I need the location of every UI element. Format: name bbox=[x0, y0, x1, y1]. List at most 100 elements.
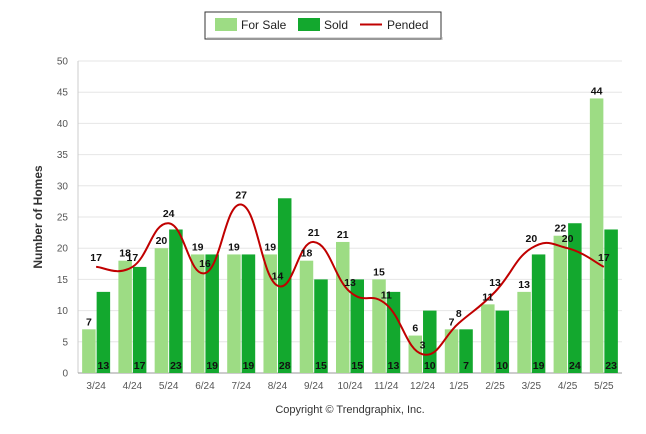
sold-value-label: 23 bbox=[605, 360, 617, 372]
pended-value-label: 17 bbox=[90, 252, 102, 264]
for-sale-value-label: 15 bbox=[373, 266, 385, 278]
pended-value-label: 13 bbox=[344, 277, 356, 289]
sold-value-label: 19 bbox=[533, 360, 545, 372]
for-sale-value-label: 19 bbox=[264, 241, 276, 253]
bar-for-sale bbox=[118, 260, 132, 373]
x-tick-label: 7/24 bbox=[231, 381, 251, 392]
for-sale-value-label: 18 bbox=[119, 248, 131, 260]
sold-value-label: 17 bbox=[134, 360, 146, 372]
y-tick-label: 20 bbox=[57, 244, 69, 255]
y-tick-label: 10 bbox=[57, 306, 69, 317]
bar-for-sale bbox=[227, 254, 241, 373]
bar-for-sale bbox=[553, 235, 568, 373]
for-sale-value-label: 22 bbox=[555, 223, 567, 235]
pended-value-label: 20 bbox=[562, 233, 574, 245]
for-sale-value-label: 20 bbox=[156, 235, 168, 247]
y-tick-label: 0 bbox=[62, 369, 68, 380]
legend-box bbox=[204, 11, 442, 40]
x-tick-label: 9/24 bbox=[304, 381, 324, 392]
bar-for-sale bbox=[190, 254, 205, 373]
sold-value-label: 10 bbox=[496, 360, 508, 372]
bar-for-sale bbox=[154, 248, 169, 373]
y-axis-title: Number of Homes bbox=[31, 165, 45, 269]
bar-sold bbox=[169, 229, 183, 373]
for-sale-value-label: 19 bbox=[228, 241, 240, 253]
pended-value-label: 13 bbox=[489, 277, 501, 289]
bar-for-sale bbox=[336, 241, 350, 373]
bar-sold bbox=[459, 329, 473, 373]
bar-sold bbox=[205, 254, 219, 373]
y-tick-label: 30 bbox=[57, 181, 69, 192]
bar-for-sale bbox=[82, 329, 96, 373]
y-tick-label: 45 bbox=[57, 88, 69, 99]
x-tick-label: 12/24 bbox=[410, 381, 435, 392]
for-sale-value-label: 7 bbox=[449, 316, 455, 328]
bar-for-sale bbox=[299, 260, 314, 373]
sold-value-label: 13 bbox=[98, 360, 110, 372]
x-tick-label: 1/25 bbox=[449, 381, 469, 392]
bar-for-sale bbox=[517, 291, 531, 373]
pended-value-label: 24 bbox=[163, 208, 175, 220]
bar-sold bbox=[241, 254, 256, 373]
bar-sold bbox=[132, 266, 147, 373]
pended-value-label: 3 bbox=[420, 339, 426, 351]
y-tick-label: 15 bbox=[57, 275, 69, 286]
x-tick-label: 11/24 bbox=[374, 381, 399, 392]
y-tick-label: 40 bbox=[57, 119, 69, 130]
bar-sold bbox=[495, 310, 510, 373]
bar-for-sale bbox=[372, 279, 386, 373]
sold-value-label: 15 bbox=[315, 360, 327, 372]
x-axis: 3/24 4/24 5/24 6/24 7/24 8/24 9/24 10/24 11/24 12… bbox=[86, 381, 614, 392]
bar-for-sale bbox=[481, 304, 495, 373]
legend-label-pended: Pended bbox=[387, 18, 428, 32]
pended-value-label: 27 bbox=[235, 190, 247, 202]
x-tick-label: 3/25 bbox=[522, 381, 542, 392]
pended-value-label: 20 bbox=[525, 233, 537, 245]
x-tick-label: 4/25 bbox=[558, 381, 578, 392]
bar-for-sale bbox=[263, 254, 277, 373]
sold-value-label: 23 bbox=[170, 360, 182, 372]
sold-value-label: 19 bbox=[243, 360, 255, 372]
pended-value-label: 16 bbox=[199, 258, 211, 270]
bar-sold bbox=[531, 254, 546, 373]
x-tick-label: 3/24 bbox=[86, 381, 106, 392]
sold-value-label: 28 bbox=[279, 360, 291, 372]
x-tick-label: 2/25 bbox=[485, 381, 505, 392]
legend-swatch-sold bbox=[298, 18, 320, 31]
legend-swatch-for-sale bbox=[215, 18, 237, 31]
sold-value-label: 10 bbox=[424, 360, 436, 372]
legend-label-sold: Sold bbox=[324, 18, 348, 32]
bar-sold bbox=[96, 291, 111, 373]
pended-value-label: 14 bbox=[272, 271, 284, 283]
legend-label-for-sale: For Sale bbox=[241, 18, 287, 32]
for-sale-value-label: 7 bbox=[86, 316, 92, 328]
sold-value-label: 15 bbox=[351, 360, 363, 372]
x-tick-label: 5/25 bbox=[594, 381, 614, 392]
for-sale-value-label: 13 bbox=[518, 279, 530, 291]
x-tick-label: 8/24 bbox=[268, 381, 288, 392]
sold-value-label: 13 bbox=[388, 360, 400, 372]
for-sale-value-label: 18 bbox=[301, 248, 313, 260]
for-sale-value-label: 19 bbox=[192, 241, 204, 253]
y-tick-label: 25 bbox=[57, 213, 69, 224]
copyright-footer: Copyright © Trendgraphix, Inc. bbox=[275, 404, 424, 416]
x-tick-label: 10/24 bbox=[337, 381, 362, 392]
bar-sold bbox=[386, 291, 401, 373]
y-tick-label: 5 bbox=[62, 337, 68, 348]
x-tick-label: 5/24 bbox=[159, 381, 179, 392]
y-tick-label: 50 bbox=[57, 57, 69, 68]
x-tick-label: 6/24 bbox=[195, 381, 215, 392]
pended-value-label: 21 bbox=[308, 227, 320, 239]
bars bbox=[82, 98, 618, 373]
bar-sold bbox=[314, 279, 328, 373]
legend: For Sale Sold Pended bbox=[204, 11, 443, 40]
data-labels: 7131817202319191919192818152115151361077… bbox=[86, 85, 617, 372]
bar-for-sale bbox=[444, 329, 459, 373]
for-sale-value-label: 21 bbox=[337, 229, 349, 241]
y-axis: 0 5 10 15 20 25 30 35 40 45 50 bbox=[57, 57, 622, 380]
for-sale-value-label: 44 bbox=[591, 85, 603, 97]
bar-sold bbox=[423, 310, 437, 373]
bar-sold bbox=[568, 223, 582, 373]
sold-value-label: 19 bbox=[206, 360, 218, 372]
